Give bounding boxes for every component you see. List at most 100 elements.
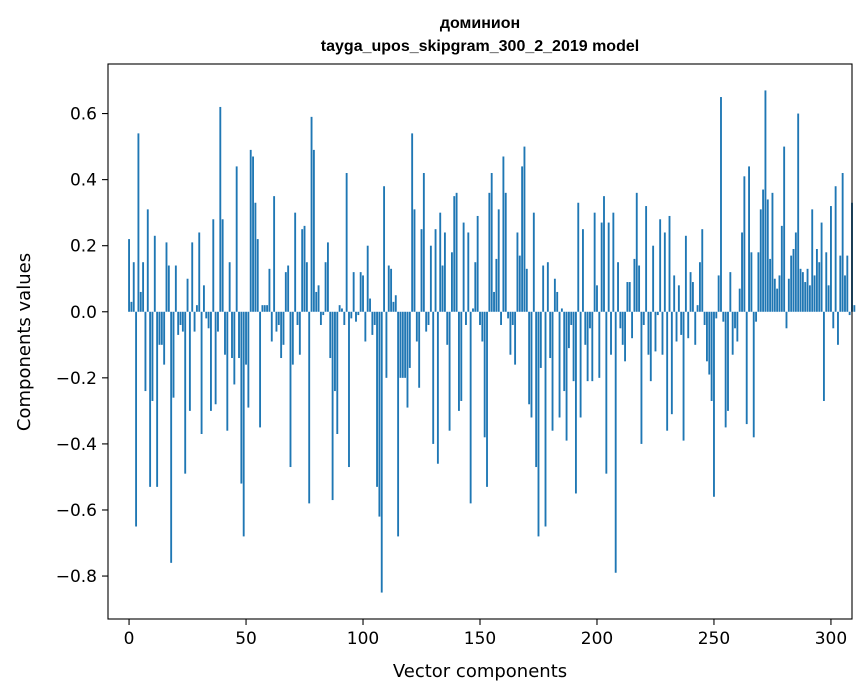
y-tick-label-7: 0.6 [70, 105, 97, 125]
bar-248 [708, 311, 711, 375]
bar-73 [298, 311, 301, 355]
bars-group [128, 90, 856, 593]
bar-47 [238, 311, 240, 359]
bar-191 [574, 311, 577, 494]
bar-226 [656, 311, 659, 316]
bar-173 [532, 212, 535, 312]
bar-145 [467, 232, 470, 312]
bar-259 [734, 311, 736, 329]
bar-106 [376, 311, 378, 487]
bar-283 [790, 255, 793, 312]
bar-180 [549, 311, 552, 359]
bar-277 [776, 288, 779, 312]
bar-169 [523, 146, 526, 312]
bar-229 [663, 232, 666, 312]
bar-11 [153, 235, 156, 312]
y-tick-label-5: 0.2 [70, 237, 97, 257]
bar-274 [769, 258, 772, 312]
bar-159 [500, 311, 502, 325]
bar-100 [362, 275, 364, 312]
bar-14 [160, 311, 163, 345]
bar-285 [794, 232, 797, 312]
bar-287 [799, 268, 802, 312]
bar-222 [647, 311, 650, 355]
bar-45 [233, 311, 236, 385]
bar-266 [750, 252, 753, 312]
bar-41 [224, 311, 226, 355]
bar-156 [493, 291, 495, 312]
bar-224 [652, 245, 655, 312]
x-tick-label-0: 0 [124, 629, 135, 649]
bar-270 [759, 209, 762, 312]
bar-162 [507, 311, 510, 319]
bar-206 [610, 311, 612, 355]
bar-253 [720, 97, 722, 312]
bar-80 [315, 291, 318, 312]
bar-255 [724, 311, 727, 428]
bar-19 [172, 311, 175, 398]
bar-290 [806, 268, 809, 312]
bar-185 [560, 308, 563, 312]
bar-300 [830, 206, 832, 312]
bar-175 [537, 311, 540, 537]
bar-36 [212, 219, 215, 312]
bar-89 [336, 311, 339, 434]
bar-128 [427, 311, 430, 325]
bar-152 [483, 311, 486, 438]
y-tick-label-6: 0.4 [70, 171, 97, 191]
bar-155 [490, 173, 493, 312]
bar-153 [486, 311, 488, 487]
bar-265 [748, 166, 750, 312]
bar-268 [755, 311, 758, 322]
bar-163 [509, 311, 512, 355]
bar-93 [345, 173, 348, 312]
bar-247 [706, 311, 708, 362]
bar-107 [378, 311, 381, 517]
bar-297 [822, 311, 825, 401]
bar-78 [310, 116, 313, 312]
bar-52 [249, 149, 252, 312]
bar-276 [773, 278, 776, 312]
bar-33 [205, 311, 208, 319]
y-axis-ticks: −0.8 −0.6 −0.4 −0.2 0.0 0.2 0.4 0.6 [56, 105, 108, 587]
x-tick-label-150: 150 [464, 629, 496, 649]
bar-275 [771, 192, 774, 312]
bar-179 [546, 262, 549, 312]
bar-102 [366, 245, 369, 312]
bar-70 [291, 311, 294, 365]
bar-302 [834, 186, 837, 312]
bar-53 [252, 156, 254, 312]
bar-5 [139, 291, 142, 312]
bar-150 [479, 311, 481, 325]
bar-278 [778, 275, 781, 312]
bar-23 [181, 311, 184, 332]
bar-203 [603, 196, 605, 312]
bar-129 [429, 245, 432, 312]
bar-119 [406, 311, 409, 408]
bar-204 [605, 311, 608, 474]
bar-75 [303, 225, 306, 312]
y-tick-label-2: −0.4 [56, 435, 97, 455]
bar-50 [245, 311, 247, 365]
bar-74 [301, 229, 304, 312]
bar-96 [352, 272, 355, 312]
bar-304 [839, 255, 842, 312]
bar-62 [273, 196, 276, 312]
bar-0 [128, 239, 130, 312]
bar-81 [317, 285, 320, 312]
bar-257 [729, 272, 732, 312]
bar-301 [832, 311, 835, 329]
bar-26 [188, 311, 191, 411]
bar-7 [144, 311, 147, 392]
bar-221 [645, 206, 648, 312]
bar-65 [280, 311, 283, 359]
bar-37 [214, 311, 217, 405]
bar-55 [256, 239, 259, 312]
x-tick-label-100: 100 [347, 629, 379, 649]
bar-267 [752, 311, 755, 438]
chart-title: доминион [440, 15, 520, 32]
bar-158 [497, 209, 500, 312]
bar-82 [319, 311, 322, 325]
bar-252 [717, 275, 720, 312]
bar-308 [848, 311, 851, 316]
